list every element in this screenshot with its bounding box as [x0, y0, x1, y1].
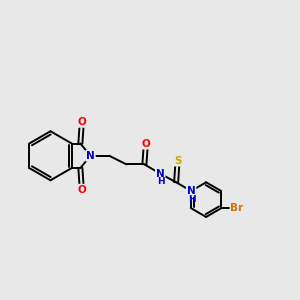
Text: O: O — [142, 139, 150, 149]
Text: S: S — [174, 156, 181, 166]
Text: N: N — [86, 151, 95, 161]
Text: N: N — [187, 186, 196, 196]
Text: O: O — [77, 117, 86, 127]
Text: O: O — [77, 185, 86, 195]
Text: Br: Br — [230, 203, 244, 213]
Text: N: N — [156, 169, 165, 179]
Text: H: H — [157, 177, 165, 186]
Text: H: H — [188, 194, 196, 203]
